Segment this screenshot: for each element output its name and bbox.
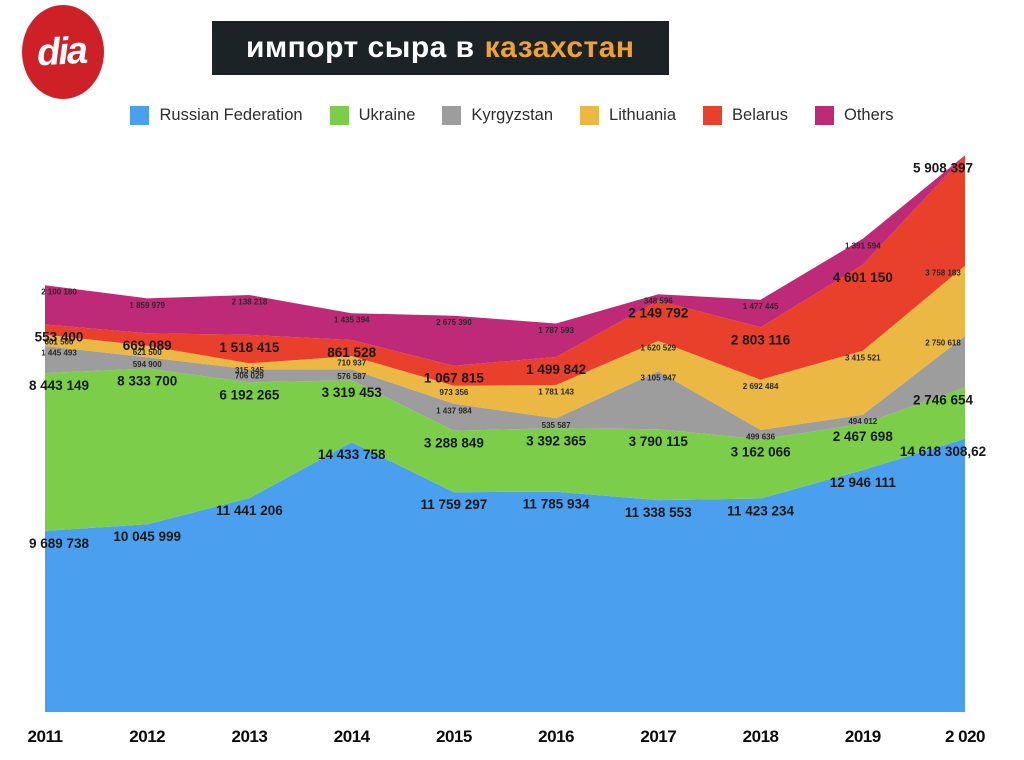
legend-item-others[interactable]: Others [814, 106, 894, 125]
axis-label-2015: 2015 [436, 727, 472, 746]
value-label-lithuania-2016: 1 781 143 [538, 388, 574, 397]
value-label-lithuania-2017: 1 620 529 [641, 343, 677, 352]
axis-label-2012: 2012 [129, 727, 165, 746]
value-label-others-2018: 1 477 445 [743, 302, 779, 311]
area-kyrgyzstan[interactable] [45, 336, 965, 440]
axis-label-2018: 2018 [743, 727, 779, 746]
value-label-ukraine-2016: 3 392 365 [526, 433, 587, 448]
value-label-russian-federation-2018: 11 423 234 [727, 504, 794, 519]
area-belarus[interactable] [45, 155, 965, 386]
value-label-ukraine-2019: 2 467 698 [833, 429, 894, 444]
value-label-lithuania-2014: 710 937 [337, 359, 366, 368]
value-label-ukraine-2013: 6 192 265 [219, 387, 280, 402]
value-label-belarus-2018: 2 803 116 [731, 332, 791, 347]
value-label-ukraine-2011: 8 443 149 [29, 378, 89, 393]
value-label-others-2019: 1 391 594 [845, 241, 881, 250]
value-label-russian-federation-2012: 10 045 999 [113, 529, 181, 544]
value-label-others-2014: 1 435 394 [334, 316, 370, 325]
legend-label: Lithuania [609, 106, 677, 124]
value-label-ukraine-2012: 8 333 700 [117, 374, 177, 389]
value-label-lithuania-2013: 315 345 [235, 366, 264, 375]
legend-swatch-icon [442, 106, 462, 125]
value-label-lithuania-2020: 3 758 183 [925, 268, 961, 277]
value-label-belarus-2015: 1 067 815 [424, 371, 485, 386]
value-label-russian-federation-2014: 14 433 758 [318, 447, 386, 462]
page-title: импорт сыра в казахстан [212, 21, 669, 75]
legend-swatch-icon [703, 106, 723, 125]
value-label-lithuania-2011: 601 500 [45, 337, 74, 346]
legend-label: Others [843, 106, 894, 124]
value-label-russian-federation-2011: 9 689 738 [29, 536, 90, 551]
value-label-belarus-2014: 861 528 [327, 345, 376, 360]
value-label-others-2012: 1 859 979 [129, 301, 165, 310]
legend-swatch-icon [814, 106, 834, 125]
area-ukraine[interactable] [45, 368, 965, 531]
value-label-lithuania-2019: 3 415 521 [845, 353, 881, 362]
area-others[interactable] [45, 155, 965, 366]
axis-label-2013: 2013 [231, 727, 267, 746]
legend-label: Russian Federation [159, 106, 303, 124]
value-label-belarus-2011: 553 400 [35, 330, 84, 345]
value-label-russian-federation-2020: 14 618 308,62 [900, 444, 986, 459]
value-label-belarus-2020: 5 908 397 [913, 160, 973, 175]
legend-swatch-icon [329, 106, 349, 125]
axis-label-2016: 2016 [538, 727, 574, 746]
value-label-ukraine-2018: 3 162 066 [731, 444, 792, 459]
axis-label-2020: 2 020 [945, 727, 985, 746]
value-label-lithuania-2012: 621 500 [133, 348, 162, 357]
value-label-belarus-2016: 1 499 842 [526, 362, 586, 377]
value-label-others-2015: 2 675 390 [436, 318, 472, 327]
value-label-belarus-2019: 4 601 150 [833, 270, 893, 285]
value-label-russian-federation-2015: 11 759 297 [420, 497, 487, 512]
value-label-kyrgyzstan-2019: 494 012 [848, 417, 877, 426]
value-label-lithuania-2018: 2 692 484 [743, 382, 779, 391]
page-title-main: импорт сыра в [246, 31, 475, 64]
chart-legend: Russian Federation Ukraine Kyrgyzstan Lithu… [0, 106, 1024, 125]
legend-label: Ukraine [358, 106, 416, 124]
axis-label-2017: 2017 [640, 727, 676, 746]
value-label-belarus-2017: 2 149 792 [628, 306, 688, 321]
value-label-ukraine-2015: 3 288 849 [424, 436, 484, 451]
value-label-kyrgyzstan-2013: 706 029 [235, 372, 264, 381]
value-label-ukraine-2017: 3 790 115 [629, 434, 689, 449]
value-label-kyrgyzstan-2012: 594 900 [133, 360, 162, 369]
legend-label: Kyrgyzstan [471, 106, 554, 124]
area-lithuania[interactable] [45, 265, 965, 430]
value-label-ukraine-2020: 2 746 654 [913, 392, 974, 407]
value-label-russian-federation-2016: 11 785 934 [523, 497, 590, 512]
value-label-kyrgyzstan-2014: 576 587 [337, 372, 366, 381]
value-label-russian-federation-2013: 11 441 206 [216, 503, 283, 518]
legend-swatch-icon [130, 106, 150, 125]
legend-label: Belarus [732, 106, 788, 124]
value-label-russian-federation-2019: 12 946 111 [830, 475, 897, 490]
value-label-kyrgyzstan-2016: 535 587 [542, 421, 571, 430]
value-label-others-2011: 2 100 180 [41, 288, 77, 297]
page-title-accent: казахстан [484, 31, 635, 64]
area-russian-federation[interactable] [45, 438, 965, 712]
axis-label-2019: 2019 [845, 727, 881, 746]
value-label-kyrgyzstan-2018: 499 636 [746, 433, 775, 442]
legend-swatch-icon [580, 106, 600, 125]
value-label-others-2017: 348 596 [644, 297, 673, 306]
value-label-kyrgyzstan-2020: 2 750 618 [925, 339, 961, 348]
value-label-kyrgyzstan-2011: 1 445 493 [41, 349, 77, 358]
value-label-ukraine-2014: 3 319 453 [322, 385, 383, 400]
axis-label-2011: 2011 [28, 727, 63, 746]
value-label-lithuania-2015: 973 356 [439, 388, 468, 397]
dia-logo: dia [22, 5, 104, 99]
legend-item-russian-federation[interactable]: Russian Federation [130, 106, 303, 125]
legend-item-lithuania[interactable]: Lithuania [580, 106, 676, 125]
value-label-kyrgyzstan-2017: 3 105 947 [641, 374, 677, 383]
value-label-kyrgyzstan-2015: 1 437 984 [436, 406, 472, 415]
axis-label-2014: 2014 [334, 727, 371, 746]
legend-item-belarus[interactable]: Belarus [703, 106, 788, 125]
value-label-belarus-2013: 1 518 415 [219, 340, 280, 355]
legend-item-ukraine[interactable]: Ukraine [329, 106, 416, 125]
value-label-russian-federation-2017: 11 338 553 [625, 505, 692, 520]
value-label-belarus-2012: 669 089 [123, 338, 172, 353]
value-label-others-2016: 1 787 593 [538, 326, 574, 335]
value-label-others-2013: 2 138 218 [232, 298, 268, 307]
legend-item-kyrgyzstan[interactable]: Kyrgyzstan [442, 106, 553, 125]
